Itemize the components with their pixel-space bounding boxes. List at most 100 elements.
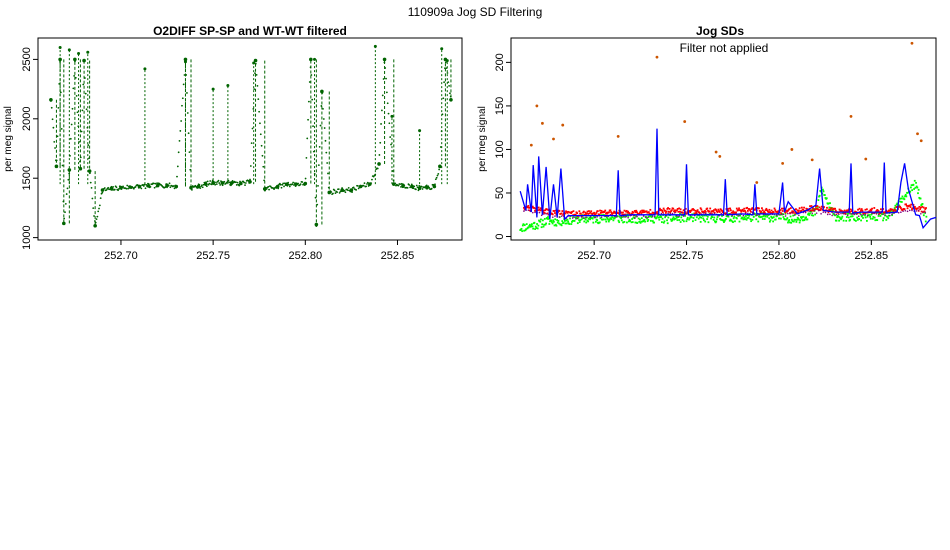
green-point xyxy=(913,188,916,190)
green-point xyxy=(782,216,785,218)
data-point xyxy=(208,182,211,185)
red-point xyxy=(826,206,828,209)
green-point xyxy=(556,219,559,221)
green-point xyxy=(917,192,919,195)
data-point xyxy=(255,73,258,76)
spike-point xyxy=(67,48,71,52)
green-point xyxy=(845,216,848,218)
data-point xyxy=(179,130,182,132)
purple-point xyxy=(860,213,862,216)
data-point xyxy=(94,221,97,224)
red-point xyxy=(638,212,641,215)
red-point xyxy=(612,211,615,214)
red-point xyxy=(558,210,561,212)
data-point xyxy=(291,183,294,186)
green-point xyxy=(772,220,775,223)
data-point xyxy=(389,136,392,138)
green-point xyxy=(577,216,580,219)
green-point xyxy=(853,218,855,221)
data-point xyxy=(288,185,291,188)
red-point xyxy=(652,212,655,214)
purple-point xyxy=(871,212,873,215)
data-point xyxy=(177,151,180,154)
data-point xyxy=(54,147,56,149)
green-point xyxy=(807,212,810,215)
spike-point xyxy=(440,47,444,51)
green-point xyxy=(556,221,559,224)
spike-point xyxy=(183,60,187,64)
green-point xyxy=(595,220,597,223)
red-point xyxy=(888,210,891,212)
purple-point xyxy=(731,214,734,217)
green-point xyxy=(779,213,782,216)
red-point xyxy=(870,209,873,212)
purple-point xyxy=(864,213,867,215)
red-point xyxy=(641,209,644,212)
data-point xyxy=(93,215,95,217)
purple-point xyxy=(826,213,829,216)
green-point xyxy=(737,215,740,217)
purple-point xyxy=(673,212,676,214)
data-point xyxy=(98,207,100,210)
data-point xyxy=(76,111,79,114)
red-point xyxy=(819,209,822,211)
green-point xyxy=(584,218,587,221)
green-point xyxy=(714,220,716,223)
red-point xyxy=(693,212,696,215)
purple-point xyxy=(660,212,663,215)
data-point xyxy=(320,89,324,94)
green-point xyxy=(539,220,542,223)
red-point xyxy=(877,210,880,213)
green-point xyxy=(765,214,768,216)
green-point xyxy=(790,218,793,221)
red-point xyxy=(634,211,637,214)
red-point xyxy=(642,209,645,212)
red-point xyxy=(595,211,598,214)
green-point xyxy=(876,219,879,222)
data-point xyxy=(344,191,347,194)
green-point xyxy=(646,217,648,220)
red-point xyxy=(899,207,902,209)
red-point xyxy=(545,208,548,211)
data-point xyxy=(209,180,212,182)
green-point xyxy=(806,218,809,221)
data-point xyxy=(254,72,256,75)
red-point xyxy=(610,211,613,214)
green-point xyxy=(536,227,539,230)
green-point xyxy=(524,229,527,232)
purple-point xyxy=(571,217,574,219)
data-point xyxy=(406,186,409,189)
green-point xyxy=(681,219,684,221)
green-point xyxy=(523,224,526,226)
green-point xyxy=(764,215,767,218)
green-point xyxy=(543,223,546,226)
red-point xyxy=(779,209,782,211)
green-point xyxy=(906,192,909,194)
red-point xyxy=(639,210,642,213)
purple-point xyxy=(866,214,869,217)
data-point xyxy=(280,186,283,189)
data-point xyxy=(71,107,74,110)
left-y-tick-label: 1500 xyxy=(21,166,33,190)
purple-point xyxy=(900,211,902,214)
purple-point xyxy=(538,211,541,214)
red-point xyxy=(880,208,882,211)
data-point xyxy=(438,164,442,169)
red-point xyxy=(695,210,698,213)
green-point xyxy=(916,186,919,189)
data-point xyxy=(90,186,93,189)
green-point xyxy=(861,214,864,217)
page-title: 110909a Jog SD Filtering xyxy=(408,5,543,19)
purple-point xyxy=(789,212,791,215)
red-point xyxy=(803,206,805,209)
data-point xyxy=(248,179,252,184)
red-point xyxy=(818,206,821,209)
red-point xyxy=(751,207,754,209)
data-point xyxy=(88,157,90,160)
data-point xyxy=(368,182,372,186)
data-point xyxy=(434,183,436,186)
data-point xyxy=(99,197,102,199)
red-point xyxy=(806,208,808,210)
green-point xyxy=(766,215,769,218)
data-point xyxy=(169,186,172,189)
